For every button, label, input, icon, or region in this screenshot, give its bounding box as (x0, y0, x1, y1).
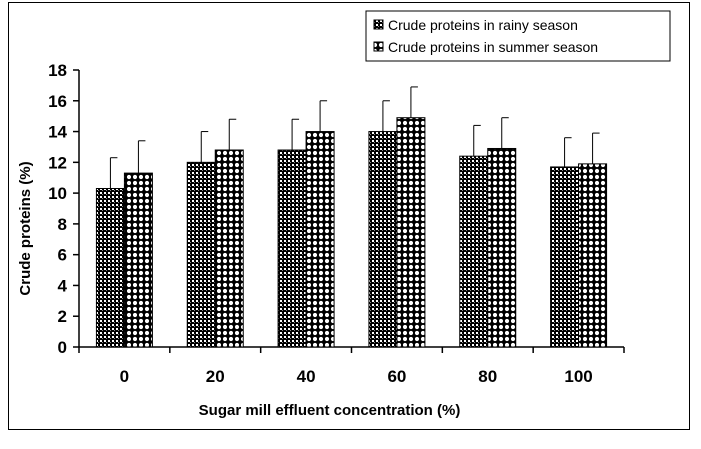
y-tick-label: 16 (48, 92, 67, 111)
bars (95, 86, 608, 348)
bar-dense-check (550, 166, 580, 348)
x-tick-label: 80 (478, 367, 497, 386)
legend-label: Crude proteins in rainy season (388, 17, 578, 33)
y-tick-label: 14 (48, 123, 67, 142)
bar-dense-check (277, 149, 307, 348)
y-tick-label: 8 (58, 215, 67, 234)
y-tick-label: 0 (58, 338, 67, 357)
bar-open-circles (305, 131, 335, 348)
axes (73, 69, 625, 353)
bar-dense-check (368, 131, 398, 348)
x-axis-title: Sugar mill effluent concentration (%) (199, 402, 461, 419)
y-tick-label: 18 (48, 61, 67, 80)
labels: 0 2 4 6 8 10 12 14 16 18 0 20 40 60 80 100 Sugar mill ef… (17, 61, 593, 419)
bar-open-circles (487, 147, 517, 348)
y-tick-label: 6 (58, 246, 67, 265)
bar-dense-check (459, 155, 489, 348)
legend-box (365, 10, 671, 62)
y-tick-label: 4 (58, 276, 68, 295)
x-tick-label: 40 (297, 367, 316, 386)
bar-open-circles (123, 172, 153, 348)
chart-frame (8, 2, 690, 430)
x-tick-label: 20 (206, 367, 225, 386)
x-tick-label: 60 (387, 367, 406, 386)
y-axis-title: Crude proteins (%) (17, 161, 34, 295)
bar-open-circles (396, 117, 426, 348)
legend-swatch (373, 41, 384, 52)
x-tick-label: 100 (564, 367, 592, 386)
y-tick-label: 10 (48, 184, 67, 203)
bar-dense-check (186, 161, 216, 348)
bar-open-circles (578, 163, 608, 348)
y-tick-label: 12 (48, 153, 67, 172)
bar-dense-check (95, 187, 125, 348)
bar-open-circles (214, 149, 244, 348)
x-tick-label: 0 (120, 367, 129, 386)
legend-label: Crude proteins in summer season (388, 39, 598, 55)
y-tick-label: 2 (58, 307, 67, 326)
legend: Crude proteins in rainy season Crude prot… (365, 10, 671, 62)
legend-swatch (373, 19, 384, 30)
